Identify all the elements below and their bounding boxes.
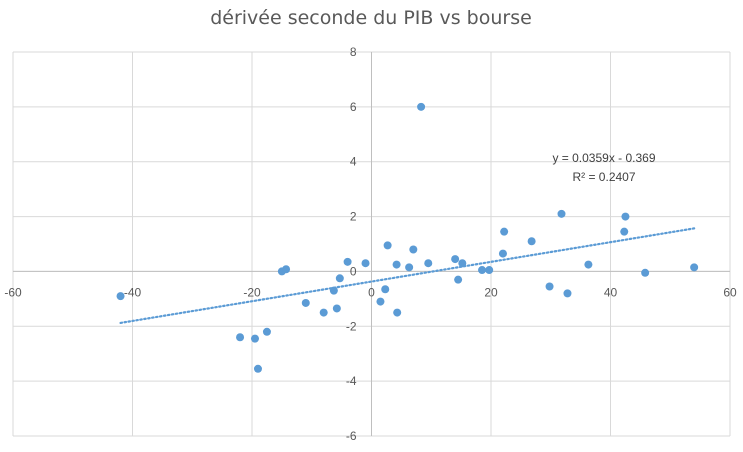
trendline-r-squared: R² = 0.2407 — [572, 170, 635, 184]
y-tick-label-4: 2 — [350, 210, 357, 224]
y-tick-label-6: 6 — [350, 100, 357, 114]
data-point-27 — [485, 266, 494, 275]
data-point-37 — [641, 268, 650, 277]
data-point-9 — [329, 286, 338, 295]
data-point-35 — [620, 227, 629, 236]
data-point-6 — [282, 265, 291, 274]
data-point-20 — [409, 245, 418, 254]
data-point-14 — [376, 297, 385, 306]
x-tick-label-4: 20 — [484, 285, 498, 299]
data-point-22 — [424, 259, 433, 268]
data-point-25 — [458, 259, 467, 268]
trendline-equation: y = 0.0359x - 0.369 — [552, 151, 655, 165]
data-point-36 — [621, 212, 630, 221]
x-tick-labels: -60 -40 -20 0 20 40 60 — [4, 285, 737, 299]
data-point-13 — [361, 259, 370, 268]
data-point-24 — [454, 275, 463, 284]
data-point-0 — [116, 292, 125, 301]
data-point-26 — [478, 266, 487, 275]
data-point-16 — [383, 241, 392, 250]
chart-title: dérivée seconde du PIB vs bourse — [210, 7, 532, 29]
y-tick-label-2: -2 — [346, 319, 357, 333]
data-point-31 — [545, 282, 554, 291]
data-point-38 — [690, 263, 699, 272]
y-tick-labels: -6 -4 -2 0 2 4 6 8 — [346, 45, 357, 443]
data-point-34 — [584, 260, 593, 269]
data-point-17 — [392, 260, 401, 269]
y-tick-label-0: -6 — [346, 429, 357, 443]
data-point-4 — [262, 327, 271, 336]
data-point-1 — [236, 333, 245, 342]
data-point-19 — [405, 263, 414, 272]
x-tick-label-2: -20 — [243, 285, 261, 299]
y-tick-label-7: 8 — [350, 45, 357, 59]
trendline — [119, 227, 696, 325]
data-point-32 — [557, 209, 566, 218]
x-tick-label-6: 60 — [723, 285, 737, 299]
data-point-15 — [381, 285, 390, 294]
data-point-8 — [319, 308, 328, 317]
data-point-21 — [417, 102, 426, 111]
data-point-2 — [250, 334, 259, 343]
data-point-23 — [451, 255, 460, 264]
x-tick-label-1: -40 — [124, 285, 142, 299]
x-tick-label-3: 0 — [368, 285, 375, 299]
data-point-28 — [498, 249, 507, 258]
data-point-11 — [335, 274, 344, 283]
data-point-18 — [393, 308, 402, 317]
y-tick-label-1: -4 — [346, 374, 357, 388]
x-tick-label-5: 40 — [604, 285, 618, 299]
y-tick-label-3: 0 — [350, 264, 357, 278]
y-tick-label-5: 4 — [350, 155, 357, 169]
x-tick-label-0: -60 — [4, 285, 22, 299]
data-point-3 — [253, 364, 262, 373]
data-point-7 — [301, 298, 310, 307]
axes — [13, 52, 730, 436]
data-point-29 — [500, 227, 509, 236]
data-points — [116, 102, 699, 373]
data-point-33 — [563, 289, 572, 298]
data-point-12 — [343, 257, 352, 266]
data-point-10 — [332, 304, 341, 313]
data-point-30 — [527, 237, 536, 246]
